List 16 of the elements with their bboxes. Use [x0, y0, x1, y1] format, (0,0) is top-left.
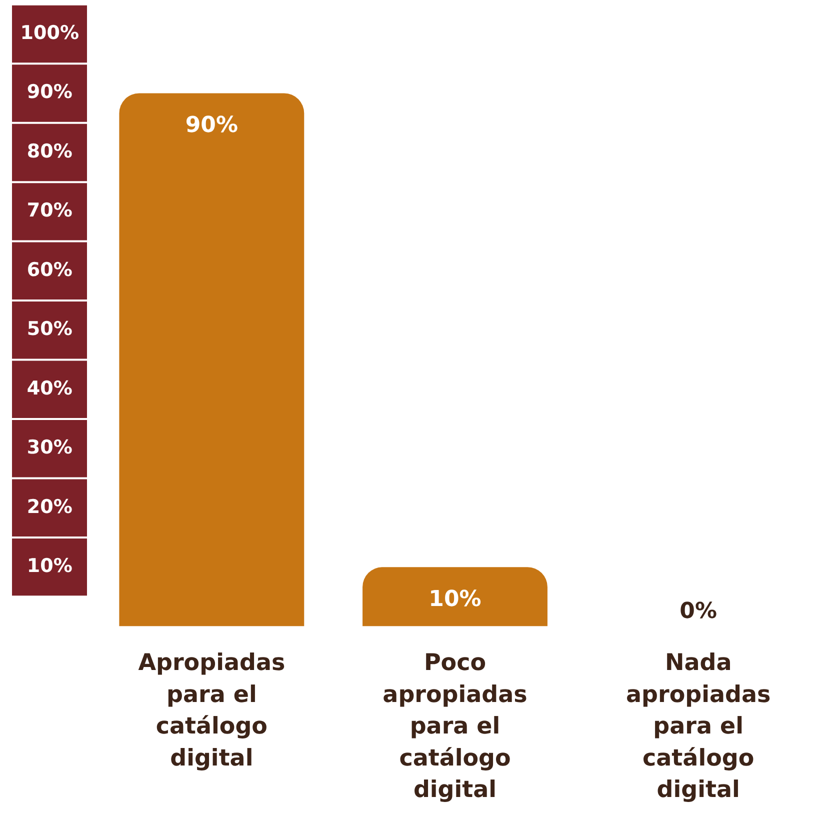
data-label: 0%	[680, 599, 718, 624]
y-tick-label: 100%	[20, 22, 80, 44]
data-label: 10%	[428, 586, 482, 612]
y-tick-label: 30%	[26, 436, 72, 459]
x-tick-label: Nada apropiadas para el catálogo digital	[626, 650, 771, 804]
y-tick-label: 80%	[26, 140, 72, 162]
y-tick-label: 60%	[26, 258, 72, 281]
y-tick-label: 10%	[26, 555, 72, 578]
x-tick-label: Apropiadas para el catálogo digital	[138, 650, 286, 772]
x-tick-label: Poco apropiadas para el catálogo digital	[382, 650, 528, 804]
y-tick-label: 50%	[26, 318, 72, 340]
y-tick-label: 90%	[26, 81, 72, 104]
y-tick-label: 40%	[26, 377, 72, 400]
y-tick-label: 20%	[26, 496, 72, 518]
data-label: 90%	[185, 112, 238, 138]
y-tick-label: 70%	[26, 200, 72, 222]
